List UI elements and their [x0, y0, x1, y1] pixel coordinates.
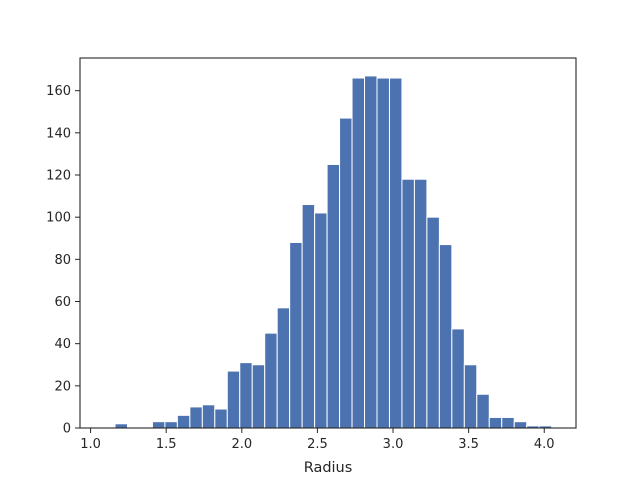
y-tick-label: 160 — [46, 84, 71, 99]
histogram-bar — [388, 77, 403, 429]
histogram-bar — [476, 393, 490, 429]
x-tick-label: 3.0 — [383, 437, 404, 452]
y-tick-label: 20 — [54, 379, 71, 394]
x-tick-label: 1.0 — [80, 437, 101, 452]
histogram-bar — [426, 216, 440, 429]
histogram-bar — [289, 241, 303, 429]
histogram-bar — [251, 364, 266, 429]
y-tick-label: 100 — [46, 211, 71, 226]
histogram-bar — [488, 416, 503, 429]
y-tick-label: 80 — [54, 253, 71, 268]
y-tick-label: 60 — [54, 295, 71, 310]
histogram-bar — [326, 163, 341, 429]
histogram-bar — [176, 414, 191, 429]
y-tick-label: 40 — [54, 337, 71, 352]
plot-frame — [79, 57, 577, 429]
histogram-bar — [151, 421, 166, 429]
histogram-bar — [189, 406, 203, 429]
x-tick-label: 2.0 — [231, 437, 252, 452]
histogram-bars — [114, 75, 553, 429]
x-axis-ticks: 1.0 1.5 2.0 2.5 3.0 3.5 4.0 — [80, 428, 555, 452]
y-tick-label: 120 — [46, 169, 71, 184]
histogram-bar — [239, 362, 253, 429]
histogram-bar — [214, 408, 228, 429]
histogram-bar — [114, 423, 128, 429]
histogram-bar — [339, 117, 353, 429]
histogram-bar — [376, 77, 390, 429]
histogram-bar — [351, 77, 366, 429]
x-tick-label: 3.5 — [458, 437, 479, 452]
x-tick-label: 1.5 — [156, 437, 177, 452]
histogram-bar — [276, 307, 291, 429]
y-axis-ticks: 0 20 40 60 80 100 120 140 160 — [46, 84, 80, 437]
histogram-bar — [264, 332, 278, 429]
histogram-bar — [364, 75, 378, 429]
histogram-bar — [413, 178, 428, 429]
histogram-bar — [314, 212, 328, 429]
x-tick-label: 4.0 — [534, 437, 555, 452]
x-tick-label: 2.5 — [307, 437, 328, 452]
histogram-bar — [438, 244, 453, 429]
histogram-bar — [451, 328, 465, 429]
y-tick-label: 140 — [46, 126, 71, 141]
x-axis-label: Radius — [304, 460, 353, 476]
y-tick-label: 0 — [63, 422, 71, 437]
histogram-bar — [164, 421, 178, 429]
histogram-bar — [201, 404, 216, 429]
histogram-bar — [401, 178, 415, 429]
histogram-bar — [301, 204, 316, 429]
histogram-bar — [463, 364, 478, 429]
histogram-bar — [501, 416, 515, 429]
histogram-bar — [226, 370, 241, 429]
histogram-bar — [513, 421, 528, 429]
